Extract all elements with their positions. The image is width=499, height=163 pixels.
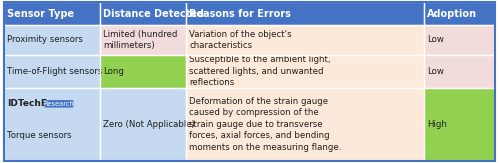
Text: Adoption: Adoption — [427, 9, 478, 19]
Text: IDTechEx: IDTechEx — [7, 99, 53, 108]
Text: Low: Low — [427, 36, 444, 44]
Bar — [4, 88, 100, 161]
Text: Susceptible to the ambient light,
scattered lights, and unwanted
reflections: Susceptible to the ambient light, scatte… — [189, 55, 331, 87]
Text: Limited (hundred
millimeters): Limited (hundred millimeters) — [103, 30, 178, 50]
Bar — [186, 88, 424, 161]
Text: Proximity sensors: Proximity sensors — [7, 36, 83, 44]
Bar — [424, 2, 495, 25]
Text: Long: Long — [103, 67, 124, 76]
Text: Sensor Type: Sensor Type — [7, 9, 75, 19]
Bar — [4, 55, 100, 88]
Bar — [100, 25, 186, 55]
Bar — [4, 25, 100, 55]
Bar — [100, 55, 186, 88]
FancyBboxPatch shape — [44, 100, 73, 108]
Bar — [424, 88, 495, 161]
Text: Low: Low — [427, 67, 444, 76]
Bar — [186, 25, 424, 55]
Bar — [4, 2, 100, 25]
Bar — [424, 25, 495, 55]
Bar — [186, 55, 424, 88]
Text: Deformation of the strain gauge
caused by compression of the
strain gauge due to: Deformation of the strain gauge caused b… — [189, 97, 341, 152]
Text: Time-of-Flight sensors: Time-of-Flight sensors — [7, 67, 103, 76]
Bar — [100, 88, 186, 161]
Text: Zero (Not Applicable): Zero (Not Applicable) — [103, 120, 195, 129]
Bar — [100, 2, 186, 25]
Text: Reasons for Errors: Reasons for Errors — [189, 9, 291, 19]
Bar — [186, 2, 424, 25]
Text: Variation of the object's
characteristics: Variation of the object's characteristic… — [189, 30, 292, 50]
Text: Torque sensors: Torque sensors — [7, 131, 72, 140]
Text: Research: Research — [43, 101, 74, 107]
Bar — [424, 55, 495, 88]
Text: Distance Detected: Distance Detected — [103, 9, 204, 19]
Text: High: High — [427, 120, 447, 129]
